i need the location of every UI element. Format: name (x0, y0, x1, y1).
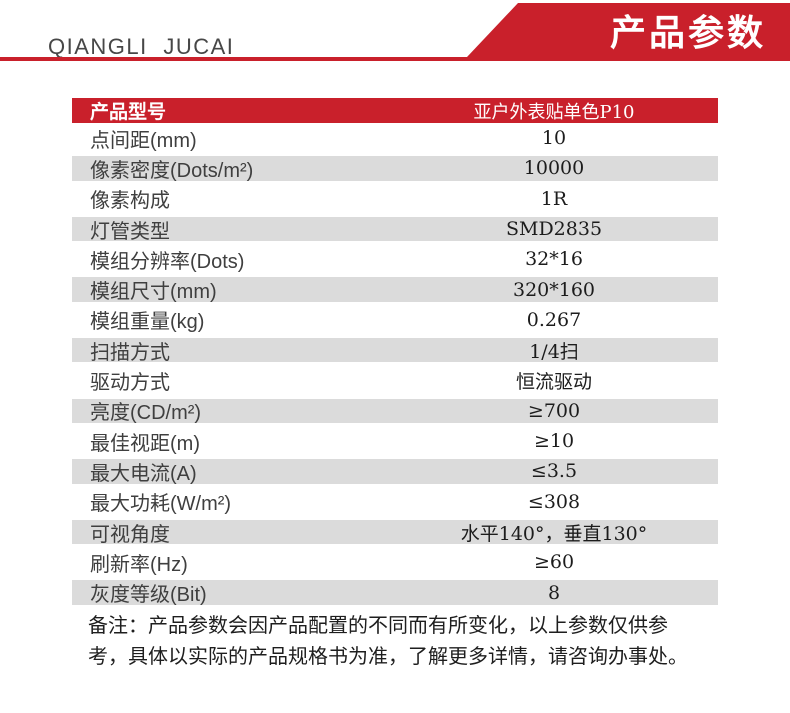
footer-note-line-2: 考，具体以实际的产品规格书为准，了解更多详情，请咨询办事处。 (88, 644, 688, 668)
spec-table-header-row: 产品型号 亚户外表贴单色P10 (72, 98, 718, 123)
row-label: 亮度(CD/m²) (90, 402, 202, 425)
row-value: ≥700 (527, 399, 581, 422)
spec-header-label: 产品型号 (90, 102, 167, 123)
row-label: 最大功耗(W/m²) (90, 493, 232, 516)
table-row: 模组重量(kg) 0.267 (72, 305, 718, 335)
row-label: 点间距(mm) (90, 129, 197, 152)
table-row: 最大电流(A) ≤3.5 (72, 456, 718, 486)
row-value: SMD2835 (505, 218, 603, 241)
row-value: 8 (547, 581, 561, 604)
row-label: 刷新率(Hz) (90, 553, 188, 576)
page-title: 产品参数 (609, 12, 766, 53)
row-label: 最佳视距(m) (90, 432, 200, 455)
spec-table: 产品型号 亚户外表贴单色P10 点间距(mm) 10 像素密度(Dots/m²)… (72, 98, 718, 608)
table-row: 像素密度(Dots/m²) 10000 (72, 153, 718, 183)
row-value: 1R (540, 187, 568, 210)
row-label: 可视角度 (90, 523, 170, 546)
row-label: 扫描方式 (90, 341, 170, 364)
header-divider-line (0, 57, 790, 61)
table-row: 最佳视距(m) ≥10 (72, 426, 718, 456)
spec-table-body: 点间距(mm) 10 像素密度(Dots/m²) 10000 像素构成 1R 灯… (72, 123, 718, 608)
row-value: 1/4扫 (529, 340, 579, 363)
table-row: 点间距(mm) 10 (72, 123, 718, 153)
row-label: 最大电流(A) (90, 462, 197, 485)
row-value: 320*160 (512, 278, 596, 301)
table-row: 可视角度 水平140°，垂直130° (72, 517, 718, 547)
table-row: 模组尺寸(mm) 320*160 (72, 274, 718, 304)
row-value: 0.267 (526, 308, 582, 331)
table-row: 最大功耗(W/m²) ≤308 (72, 487, 718, 517)
table-row: 扫描方式 1/4扫 (72, 335, 718, 365)
table-row: 灯管类型 SMD2835 (72, 214, 718, 244)
row-value: ≤3.5 (530, 460, 578, 483)
row-value: 恒流驱动 (515, 371, 592, 394)
row-label: 灰度等级(Bit) (90, 584, 207, 607)
table-row: 刷新率(Hz) ≥60 (72, 547, 718, 577)
row-label: 模组尺寸(mm) (90, 281, 217, 304)
row-label: 驱动方式 (90, 372, 170, 395)
row-value: ≥60 (533, 551, 575, 574)
footer-note-line-1: 备注：产品参数会因产品配置的不同而有所变化，以上参数仅供参 (88, 613, 668, 637)
footer-note: 备注：产品参数会因产品配置的不同而有所变化，以上参数仅供参 考，具体以实际的产品… (88, 610, 728, 672)
banner-ribbon: 产品参数 (467, 3, 790, 57)
row-value: 10 (541, 127, 567, 150)
row-value: 32*16 (525, 248, 583, 271)
row-label: 像素构成 (90, 190, 170, 213)
row-value: 10000 (523, 157, 585, 180)
row-label: 像素密度(Dots/m²) (90, 159, 254, 182)
row-label: 模组重量(kg) (90, 311, 205, 334)
brand-logo: QIANGLI JUCAI (48, 34, 235, 59)
row-value: ≤308 (527, 490, 581, 513)
row-value: 水平140°，垂直130° (460, 522, 648, 545)
row-label: 灯管类型 (90, 220, 170, 243)
table-row: 灰度等级(Bit) 8 (72, 577, 718, 607)
table-row: 模组分辨率(Dots) 32*16 (72, 244, 718, 274)
row-value: ≥10 (533, 430, 575, 453)
spec-header-value: 亚户外表贴单色P10 (473, 101, 635, 123)
row-label: 模组分辨率(Dots) (90, 250, 245, 273)
table-row: 驱动方式 恒流驱动 (72, 365, 718, 395)
table-row: 像素构成 1R (72, 184, 718, 214)
table-row: 亮度(CD/m²) ≥700 (72, 396, 718, 426)
